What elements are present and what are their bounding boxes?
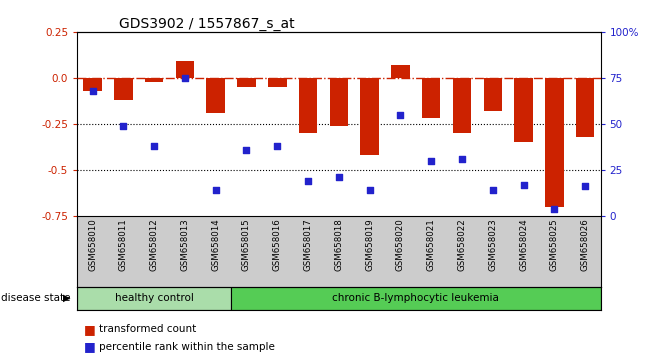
Point xyxy=(487,187,498,193)
Point xyxy=(580,184,590,189)
Bar xyxy=(391,65,410,78)
Text: GSM658011: GSM658011 xyxy=(119,218,128,271)
Point xyxy=(333,175,344,180)
Bar xyxy=(207,78,225,113)
Point xyxy=(395,112,406,118)
Text: GSM658012: GSM658012 xyxy=(150,218,158,271)
Bar xyxy=(238,78,256,87)
Text: ▶: ▶ xyxy=(63,293,70,303)
Point xyxy=(272,143,282,149)
Point xyxy=(241,147,252,153)
Bar xyxy=(576,78,595,137)
Text: ■: ■ xyxy=(84,341,99,353)
Bar xyxy=(114,78,133,100)
Text: GSM658022: GSM658022 xyxy=(458,218,466,271)
Bar xyxy=(176,61,194,78)
Text: GSM658020: GSM658020 xyxy=(396,218,405,271)
Text: GSM658021: GSM658021 xyxy=(427,218,435,271)
Bar xyxy=(268,78,287,87)
Text: GSM658014: GSM658014 xyxy=(211,218,220,271)
Text: GSM658010: GSM658010 xyxy=(88,218,97,271)
Bar xyxy=(83,78,102,91)
Text: GSM658017: GSM658017 xyxy=(303,218,313,271)
Point xyxy=(87,88,98,93)
Bar xyxy=(329,78,348,126)
Bar xyxy=(77,287,231,310)
Text: healthy control: healthy control xyxy=(115,293,193,303)
Text: GSM658026: GSM658026 xyxy=(580,218,590,271)
Point xyxy=(210,187,221,193)
Point xyxy=(303,178,313,184)
Bar xyxy=(422,78,440,118)
Bar xyxy=(545,78,564,207)
Bar xyxy=(484,78,502,111)
Point xyxy=(549,206,560,211)
Text: GSM658019: GSM658019 xyxy=(365,218,374,271)
Point xyxy=(364,187,375,193)
Point xyxy=(180,75,191,81)
Text: chronic B-lymphocytic leukemia: chronic B-lymphocytic leukemia xyxy=(332,293,499,303)
Bar xyxy=(515,78,533,142)
Text: percentile rank within the sample: percentile rank within the sample xyxy=(99,342,274,352)
Text: GSM658015: GSM658015 xyxy=(242,218,251,271)
Text: transformed count: transformed count xyxy=(99,324,196,334)
Text: GSM658024: GSM658024 xyxy=(519,218,528,271)
Text: GSM658016: GSM658016 xyxy=(273,218,282,271)
Point xyxy=(118,123,129,129)
Bar xyxy=(145,78,163,81)
Text: GDS3902 / 1557867_s_at: GDS3902 / 1557867_s_at xyxy=(119,17,295,31)
Text: disease state: disease state xyxy=(1,293,70,303)
Bar xyxy=(231,287,601,310)
Point xyxy=(518,182,529,188)
Point xyxy=(457,156,468,162)
Text: GSM658013: GSM658013 xyxy=(180,218,189,271)
Bar xyxy=(299,78,317,133)
Text: GSM658018: GSM658018 xyxy=(334,218,344,271)
Text: ■: ■ xyxy=(84,323,99,336)
Text: GSM658025: GSM658025 xyxy=(550,218,559,271)
Point xyxy=(426,158,437,164)
Bar xyxy=(360,78,379,155)
Point xyxy=(149,143,160,149)
Bar xyxy=(453,78,471,133)
Text: GSM658023: GSM658023 xyxy=(488,218,497,271)
